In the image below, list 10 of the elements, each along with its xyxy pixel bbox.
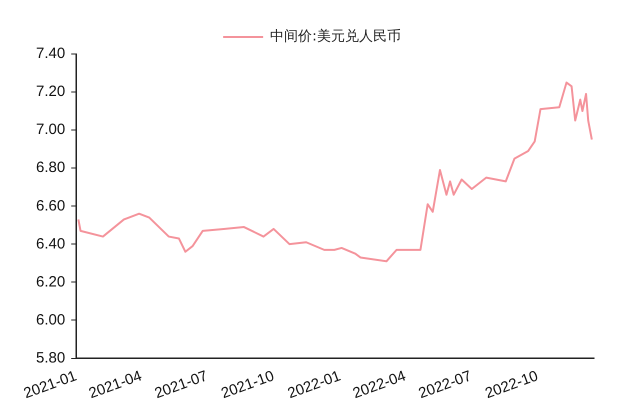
y-tick-label: 6.40 xyxy=(36,235,66,252)
y-tick-label: 7.00 xyxy=(36,121,66,138)
y-tick-label: 6.00 xyxy=(36,311,66,328)
y-tick-label: 5.80 xyxy=(36,349,66,366)
y-tick-label: 7.20 xyxy=(36,83,66,100)
y-tick-label: 6.80 xyxy=(36,159,66,176)
y-tick-label: 6.20 xyxy=(36,273,66,290)
y-tick-label: 6.60 xyxy=(36,197,66,214)
legend-label: 中间价:美元兑人民币 xyxy=(270,28,401,45)
y-tick-label: 7.40 xyxy=(36,45,66,62)
